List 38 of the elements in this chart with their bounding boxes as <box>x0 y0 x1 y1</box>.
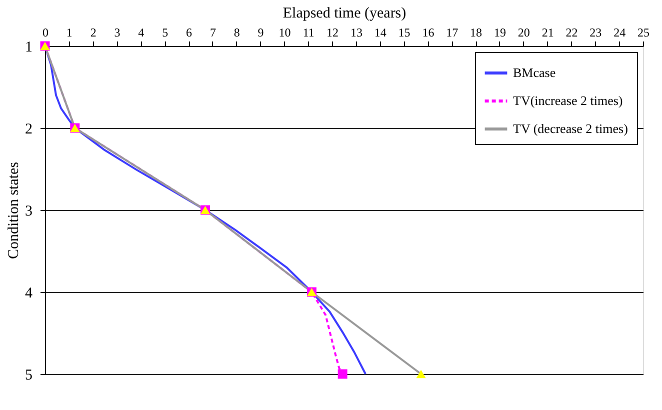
x-tick-label: 8 <box>234 26 240 40</box>
x-tick-label: 6 <box>186 26 192 40</box>
y-axis-title: Condition states <box>6 162 22 260</box>
legend-label: BMcase <box>513 65 556 80</box>
x-tick-label: 14 <box>374 26 386 40</box>
x-tick-label: 23 <box>590 26 602 40</box>
x-tick-label: 18 <box>470 26 482 40</box>
x-tick-label: 16 <box>422 26 434 40</box>
x-tick-label: 0 <box>42 26 48 40</box>
x-tick-label: 11 <box>302 26 314 40</box>
x-tick-label: 7 <box>210 26 216 40</box>
x-tick-label: 13 <box>350 26 362 40</box>
y-tick-label: 3 <box>25 204 32 220</box>
point <box>338 369 348 379</box>
x-tick-label: 1 <box>66 26 72 40</box>
y-tick-label: 2 <box>25 122 32 138</box>
x-tick-label: 12 <box>326 26 339 40</box>
y-tick-label: 1 <box>25 40 32 56</box>
x-tick-label: 25 <box>638 26 650 40</box>
x-tick-label: 21 <box>542 26 554 40</box>
x-tick-label: 22 <box>566 26 578 40</box>
x-tick-label: 9 <box>258 26 264 40</box>
x-tick-label: 15 <box>398 26 410 40</box>
x-tick-label: 3 <box>114 26 120 40</box>
y-tick-label: 4 <box>25 286 33 302</box>
x-tick-label: 4 <box>138 26 144 40</box>
x-tick-label: 20 <box>518 26 530 40</box>
x-tick-label: 2 <box>90 26 96 40</box>
x-axis-title: Elapsed time (years) <box>282 6 406 22</box>
x-tick-label: 19 <box>494 26 506 40</box>
x-tick-label: 24 <box>614 26 626 40</box>
x-tick-label: 17 <box>446 26 458 40</box>
y-tick-label: 5 <box>25 368 32 384</box>
x-tick-label: 10 <box>278 26 291 40</box>
legend-label: TV(increase 2 times) <box>513 93 623 108</box>
point <box>416 370 426 378</box>
legend-label: TV (decrease 2 times) <box>513 121 628 136</box>
x-tick-label: 5 <box>162 26 168 40</box>
